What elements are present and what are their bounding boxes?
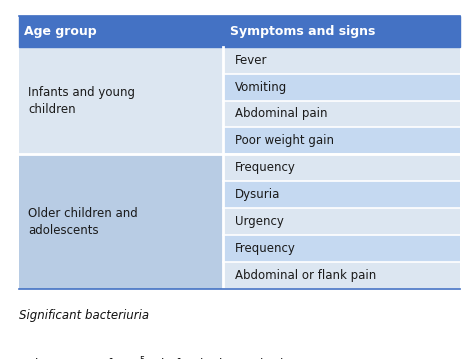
Bar bbox=[223, 47, 460, 74]
Text: Older children and
adolescents: Older children and adolescents bbox=[28, 207, 138, 237]
Text: Abdominal or flank pain: Abdominal or flank pain bbox=[235, 269, 376, 282]
Bar bbox=[19, 74, 223, 101]
Bar bbox=[19, 47, 223, 74]
Text: Age group: Age group bbox=[24, 25, 96, 38]
Bar bbox=[223, 262, 460, 289]
Bar bbox=[223, 181, 460, 208]
Text: Frequency: Frequency bbox=[235, 161, 295, 174]
Bar bbox=[19, 154, 223, 181]
Text: Significant bacteriuria: Significant bacteriuria bbox=[19, 309, 149, 322]
Bar bbox=[223, 74, 460, 101]
Bar bbox=[223, 235, 460, 262]
Bar bbox=[223, 127, 460, 154]
Text: Urgency: Urgency bbox=[235, 215, 283, 228]
Text: Infants and young
children: Infants and young children bbox=[28, 85, 136, 116]
Text: Vomiting: Vomiting bbox=[235, 80, 287, 94]
Bar bbox=[223, 154, 460, 181]
Bar bbox=[19, 181, 223, 208]
Bar bbox=[223, 101, 460, 127]
Text: Symptoms and signs: Symptoms and signs bbox=[230, 25, 375, 38]
Bar bbox=[19, 16, 460, 47]
Bar bbox=[19, 127, 223, 154]
Bar bbox=[19, 235, 223, 262]
Bar bbox=[223, 208, 460, 235]
Bar bbox=[19, 101, 223, 127]
Text: Colony count of >10$^5$/ml of a single species in a: Colony count of >10$^5$/ml of a single s… bbox=[19, 355, 302, 359]
Text: Poor weight gain: Poor weight gain bbox=[235, 134, 334, 148]
Bar bbox=[19, 208, 223, 235]
Text: Fever: Fever bbox=[235, 53, 267, 67]
Bar bbox=[19, 262, 223, 289]
Text: Frequency: Frequency bbox=[235, 242, 295, 255]
Text: Abdominal pain: Abdominal pain bbox=[235, 107, 327, 121]
Text: Dysuria: Dysuria bbox=[235, 188, 280, 201]
